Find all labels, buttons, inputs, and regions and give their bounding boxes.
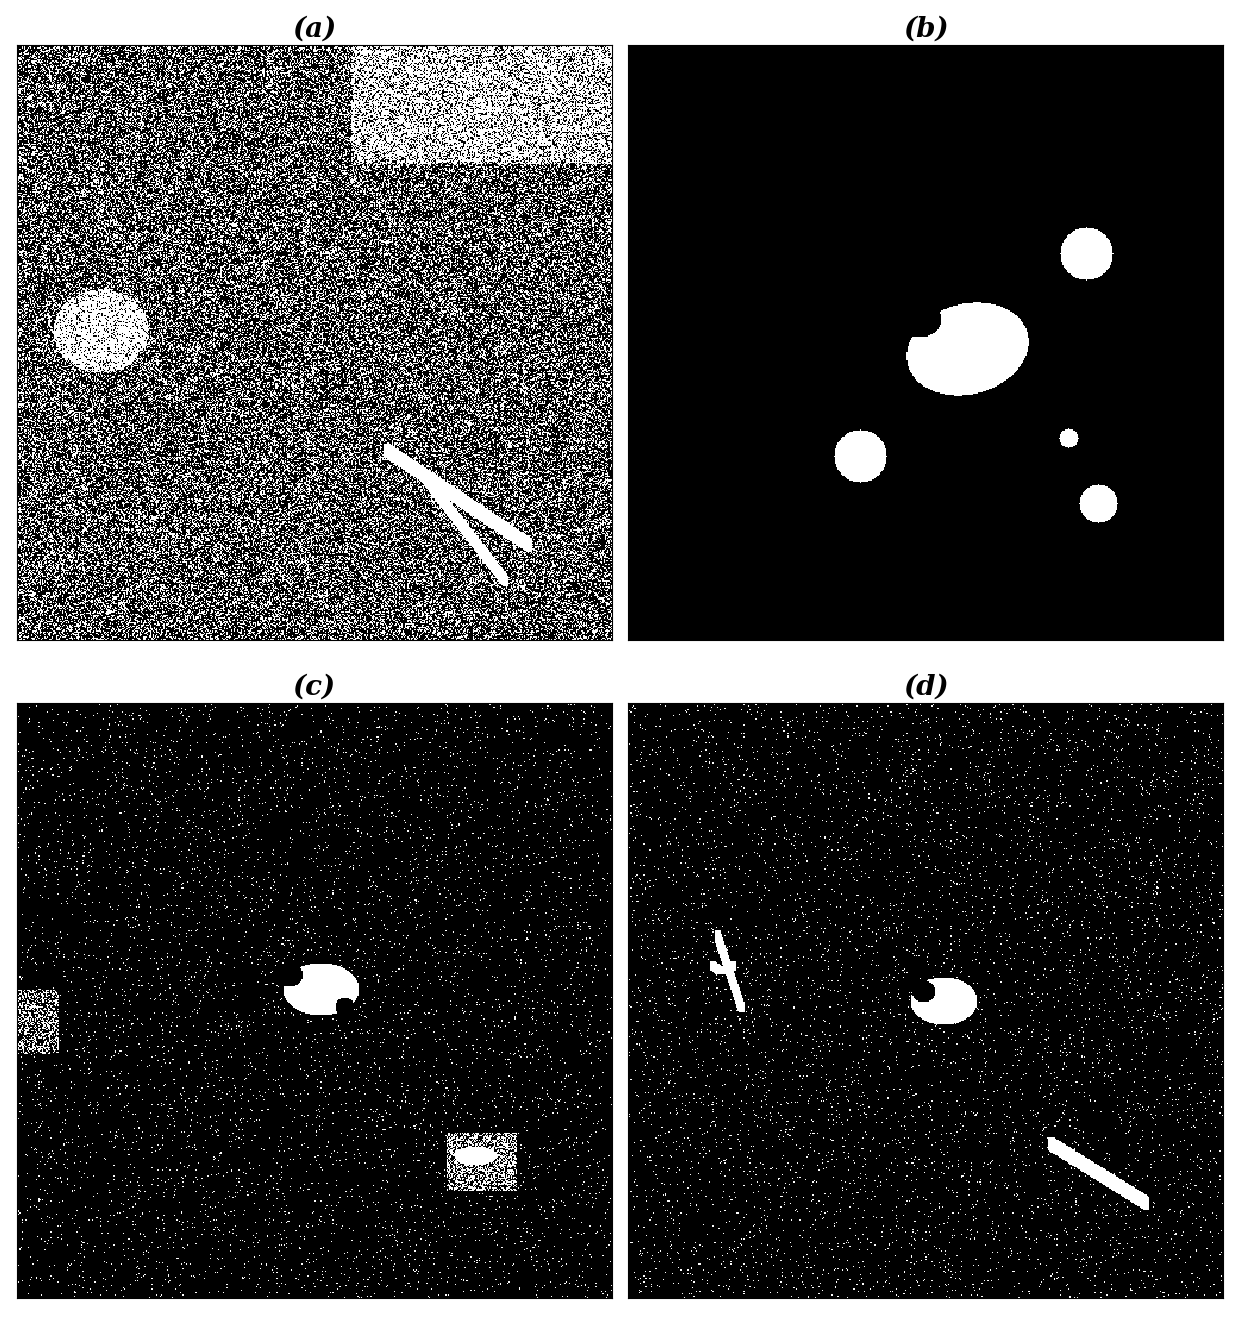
Title: (c): (c) [293,673,336,701]
Title: (d): (d) [903,673,949,701]
Title: (b): (b) [903,16,949,42]
Title: (a): (a) [293,16,336,42]
